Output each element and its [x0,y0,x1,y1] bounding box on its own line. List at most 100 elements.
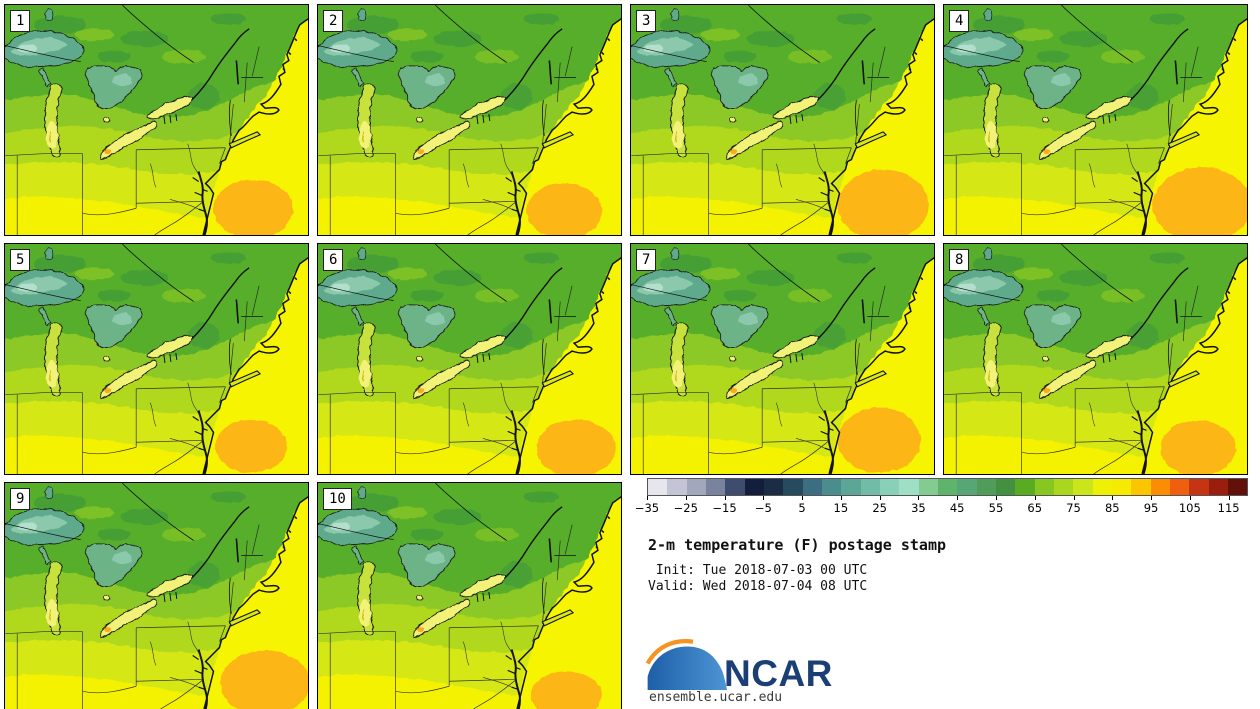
member-map [5,483,308,709]
colorbar-tickmark [995,496,997,500]
ncar-logo-text: NCAR [724,653,833,695]
warm-ocean-blob [215,419,287,474]
temperature-colorbar [647,478,1248,496]
member-map [944,244,1247,474]
colorbar-tick-label: 65 [1027,501,1043,515]
ensemble-member-panel[interactable]: 1 [4,4,309,236]
colorbar-tick-label: 85 [1104,501,1120,515]
colorbar-segment [879,479,900,495]
colorbar-segment [976,479,996,495]
colorbar-segment [1092,479,1112,495]
colorbar-segment [1189,479,1209,495]
colorbar-segment [744,479,764,495]
colorbar-segment [957,479,977,495]
colorbar-tickmark [918,496,920,500]
product-title: 2-m temperature (F) postage stamp [648,536,947,554]
colorbar-tickmark [1034,496,1036,500]
init-time: Init: Tue 2018-07-03 00 UTC [648,563,868,578]
colorbar-tickmark [802,496,804,500]
colorbar-segment [918,479,938,495]
colorbar-segment [1053,479,1074,495]
ncar-logo: NCAR [645,637,833,695]
colorbar-tick-label: −15 [712,501,737,515]
ensemble-member-panel[interactable]: 7 [630,243,935,475]
warm-ocean-blob [1152,167,1247,235]
member-number-badge: 3 [636,10,657,32]
ensemble-member-panel[interactable]: 8 [943,243,1248,475]
colorbar-segment [648,479,668,495]
colorbar-tick-label: 75 [1066,501,1081,515]
warm-ocean-blob [220,650,308,709]
member-number-badge: 1 [10,10,31,32]
colorbar-segment [1073,479,1093,495]
warm-ocean-blob [213,179,293,235]
member-number-badge: 6 [323,249,344,271]
member-number-badge: 8 [949,249,970,271]
colorbar-segment [1015,479,1035,495]
colorbar-tick-label: 45 [949,501,965,515]
colorbar-tickmark [1112,496,1114,500]
ncar-swoosh-icon [645,639,728,690]
colorbar-segment [686,479,706,495]
member-number-badge: 9 [10,488,31,510]
member-number-badge: 5 [10,249,31,271]
colorbar-tick-label: 35 [911,501,926,515]
colorbar-segment [763,479,784,495]
ensemble-member-panel[interactable]: 10 [317,482,622,709]
colorbar-tickmark [763,496,765,500]
valid-time: Valid: Wed 2018-07-04 08 UTC [648,579,868,594]
time-info: Init: Tue 2018-07-03 00 UTC Valid: Wed 2… [648,563,867,595]
member-map [318,483,621,709]
colorbar-tick-label: 105 [1178,501,1201,515]
ensemble-member-panel[interactable]: 4 [943,4,1248,236]
colorbar-segment [1150,479,1170,495]
colorbar-tick-label: −25 [673,501,698,515]
colorbar-tick-label: 95 [1143,501,1159,515]
colorbar-tickmark [1189,496,1191,500]
colorbar-tick-label: −5 [754,501,772,515]
warm-ocean-blob [530,671,602,709]
warm-ocean-blob [526,183,602,235]
colorbar-tick-label: 115 [1217,501,1240,515]
colorbar-segment [667,479,687,495]
warm-ocean-blob [837,407,921,474]
colorbar-segment [841,479,861,495]
colorbar-tick-label: −35 [634,501,660,515]
colorbar-tickmark [647,496,648,500]
member-map [944,5,1247,235]
colorbar-tick-label: 55 [988,501,1004,515]
member-number-badge: 10 [323,488,352,510]
colorbar-tickmark [1228,496,1230,500]
ensemble-member-panel[interactable]: 6 [317,243,622,475]
ensemble-member-panel[interactable]: 9 [4,482,309,709]
site-link[interactable]: ensemble.ucar.edu [649,690,783,705]
member-map [631,244,934,474]
colorbar-segment [1034,479,1054,495]
warm-ocean-blob [1160,420,1236,474]
member-number-badge: 7 [636,249,657,271]
colorbar-segment [860,479,880,495]
colorbar-tickmark [840,496,842,500]
colorbar-tickmark [724,496,726,500]
colorbar-segment [1169,479,1190,495]
member-map [5,5,308,235]
member-map [318,5,621,235]
colorbar-segment [995,479,1016,495]
ensemble-member-panel[interactable]: 5 [4,243,309,475]
colorbar-segment [1227,479,1248,495]
colorbar-segment [937,479,958,495]
colorbar-tickmark [1073,496,1075,500]
colorbar-tick-label: 5 [798,501,806,515]
ensemble-member-panel[interactable]: 3 [630,4,935,236]
colorbar-tickmark [879,496,881,500]
colorbar-segment [1131,479,1151,495]
colorbar-legend: −35 −25 −15 −5 5 15 25 35 45 55 65 75 85 95 105 115 [635,478,1248,518]
colorbar-segment [1208,479,1228,495]
colorbar-segment [899,479,919,495]
colorbar-segment [725,479,745,495]
colorbar-segment [802,479,822,495]
colorbar-tick-label: 15 [833,501,849,515]
colorbar-tick-label: 25 [872,501,887,515]
ensemble-member-panel[interactable]: 2 [317,4,622,236]
